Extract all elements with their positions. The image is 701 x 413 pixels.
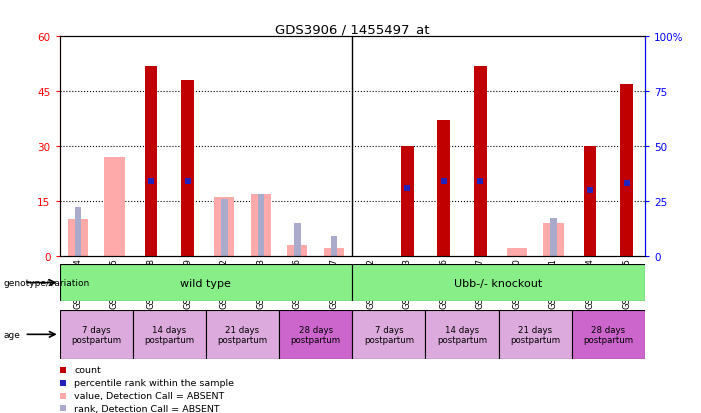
Bar	[620, 85, 633, 256]
Bar	[507, 249, 527, 256]
Bar	[287, 245, 308, 256]
Text: 28 days
postpartum: 28 days postpartum	[291, 325, 341, 344]
Bar	[426, 310, 498, 359]
Bar	[132, 310, 206, 359]
Text: rank, Detection Call = ABSENT: rank, Detection Call = ABSENT	[74, 404, 220, 413]
Bar	[74, 208, 81, 256]
Bar	[584, 147, 597, 256]
Bar	[68, 220, 88, 256]
Bar	[60, 310, 132, 359]
Text: 28 days
postpartum: 28 days postpartum	[583, 325, 634, 344]
Text: age: age	[4, 330, 20, 339]
Bar	[144, 66, 158, 256]
Text: value, Detection Call = ABSENT: value, Detection Call = ABSENT	[74, 391, 224, 400]
Text: wild type: wild type	[180, 278, 231, 288]
Bar	[437, 121, 450, 256]
Bar	[104, 157, 125, 256]
Bar	[474, 66, 486, 256]
Text: count: count	[74, 366, 101, 374]
Text: percentile rank within the sample: percentile rank within the sample	[74, 378, 234, 387]
Bar	[221, 199, 228, 256]
Bar	[324, 249, 344, 256]
Bar	[279, 310, 353, 359]
Text: Ubb-/- knockout: Ubb-/- knockout	[454, 278, 543, 288]
Bar	[206, 310, 279, 359]
Bar	[543, 223, 564, 256]
Bar	[401, 147, 414, 256]
Bar	[214, 198, 234, 256]
Title: GDS3906 / 1455497_at: GDS3906 / 1455497_at	[275, 23, 430, 36]
Bar	[331, 236, 337, 256]
Bar	[353, 264, 645, 301]
Bar	[257, 195, 264, 256]
Bar	[294, 223, 301, 256]
Bar	[60, 264, 353, 301]
Text: 14 days
postpartum: 14 days postpartum	[437, 325, 487, 344]
Text: 7 days
postpartum: 7 days postpartum	[364, 325, 414, 344]
Bar	[353, 310, 426, 359]
Text: 7 days
postpartum: 7 days postpartum	[71, 325, 121, 344]
Bar	[572, 310, 645, 359]
Text: 21 days
postpartum: 21 days postpartum	[217, 325, 268, 344]
Text: genotype/variation: genotype/variation	[4, 278, 90, 287]
Text: 21 days
postpartum: 21 days postpartum	[510, 325, 560, 344]
Text: 14 days
postpartum: 14 days postpartum	[144, 325, 194, 344]
Bar	[251, 194, 271, 256]
Bar	[498, 310, 572, 359]
Bar	[182, 81, 194, 256]
Bar	[550, 219, 557, 256]
